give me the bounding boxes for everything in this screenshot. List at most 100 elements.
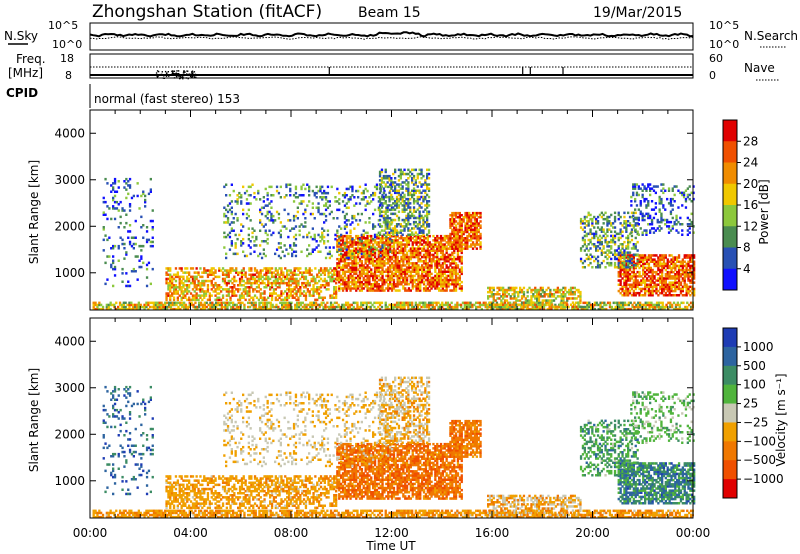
power-cell: [404, 289, 407, 292]
power-cell: [183, 307, 186, 311]
power-cell: [396, 289, 399, 292]
power-cell: [338, 289, 341, 292]
power-cell: [430, 266, 433, 269]
power-cell: [139, 303, 142, 307]
power-cell: [600, 240, 603, 244]
power-cell: [302, 281, 306, 285]
power-cell: [405, 283, 409, 286]
power-cell: [186, 292, 189, 295]
power-cell: [434, 283, 437, 286]
power-cell: [424, 243, 428, 246]
power-cell: [323, 235, 326, 239]
power-cell: [205, 305, 208, 309]
freq-dot: [156, 70, 159, 72]
power-cell: [345, 243, 348, 246]
power-cell: [613, 240, 617, 244]
power-cell: [650, 303, 653, 307]
power-cell: [177, 307, 180, 311]
power-cell: [377, 251, 380, 255]
power-cell: [278, 273, 281, 276]
power-cell: [328, 246, 331, 249]
power-cell: [404, 268, 407, 271]
power-cell: [253, 273, 257, 276]
power-cell: [389, 276, 392, 280]
power-cell: [283, 208, 286, 212]
power-cell: [484, 301, 487, 305]
power-cell: [297, 267, 300, 270]
power-cell: [428, 270, 431, 273]
power-cell: [98, 303, 101, 307]
power-cell: [345, 287, 348, 290]
power-cell: [430, 276, 433, 280]
power-cell: [201, 288, 204, 291]
power-cell: [623, 240, 626, 244]
power-cell: [398, 283, 401, 286]
power-cell: [269, 286, 272, 289]
power-cell: [541, 286, 544, 290]
power-cell: [244, 275, 247, 279]
power-cell: [357, 274, 360, 278]
power-cell: [507, 301, 510, 305]
power-cell: [426, 234, 429, 238]
power-cell: [272, 279, 276, 283]
power-cell: [428, 285, 431, 288]
power-cell: [426, 247, 429, 250]
power-cell: [657, 301, 661, 305]
power-cell: [421, 272, 424, 276]
power-cell: [402, 268, 405, 271]
power-cell: [197, 273, 200, 276]
power-cell: [401, 305, 404, 309]
power-cell: [287, 279, 291, 283]
power-cell: [242, 242, 245, 245]
power-cell: [238, 298, 242, 302]
power-cell: [373, 239, 377, 242]
power-cell: [375, 285, 379, 288]
power-cell: [380, 305, 384, 309]
power-cell: [349, 245, 352, 248]
power-cell: [389, 278, 392, 282]
power-cell: [373, 253, 377, 257]
power-cell: [169, 281, 172, 285]
power-cell: [197, 284, 200, 287]
power-cell: [267, 271, 270, 274]
power-cell: [341, 255, 345, 259]
power-cell: [208, 271, 211, 274]
power-cell: [434, 270, 437, 273]
nsearch-tick-high: 10^5: [709, 19, 739, 32]
freq-dot: [192, 74, 194, 76]
power-cell: [319, 296, 323, 299]
power-cell: [385, 247, 388, 250]
power-cell: [428, 268, 431, 271]
power-cell: [417, 266, 420, 269]
power-cell: [411, 283, 414, 286]
power-cell: [188, 296, 191, 299]
power-cell: [312, 277, 315, 281]
power-cell: [428, 266, 431, 269]
power-cell: [390, 255, 394, 259]
power-cell: [199, 303, 203, 307]
power-cell: [193, 281, 196, 285]
power-cell: [318, 294, 321, 297]
power-cell: [456, 264, 460, 267]
power-cell: [351, 268, 354, 271]
power-cell: [559, 307, 563, 311]
power-cell: [329, 267, 332, 270]
power-cell: [197, 281, 200, 285]
power-cell: [417, 289, 420, 292]
power-cell: [134, 305, 137, 309]
power-cell: [411, 253, 414, 257]
power-cell: [390, 234, 394, 238]
power-cell: [343, 278, 347, 282]
power-cell: [249, 202, 252, 205]
power-cell: [341, 276, 345, 280]
power-cell: [398, 280, 401, 284]
power-cell: [254, 303, 257, 307]
power-cell: [416, 307, 419, 311]
power-cell: [191, 296, 195, 299]
power-cell: [458, 303, 461, 307]
power-cell: [165, 294, 168, 297]
power-cell: [308, 185, 311, 189]
power-cell: [366, 241, 369, 244]
power-cell: [137, 303, 140, 307]
power-cell: [293, 267, 296, 270]
